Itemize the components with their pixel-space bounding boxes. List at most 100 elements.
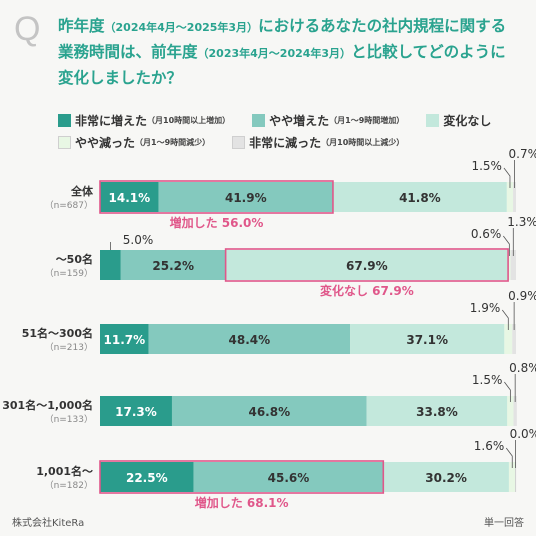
page-title: 昨年度（2024年4月〜2025年3月）におけるあなたの社内規程に関する 業務時… [58, 14, 526, 90]
data-label: 30.2% [425, 471, 467, 485]
data-label: 14.1% [109, 191, 151, 205]
legend-item: やや減った （月1〜9時間減少） [58, 134, 210, 151]
legend-item: 非常に増えた （月10時間以上増加） [58, 112, 230, 129]
bar-segment [225, 250, 509, 280]
data-label: 0.7% [509, 147, 536, 161]
question-mark-icon: Q [14, 10, 41, 48]
highlight-box [224, 248, 509, 282]
data-label: 1.5% [472, 373, 503, 387]
data-label: 0.8% [509, 361, 536, 375]
legend-item: 非常に減った （月10時間以上減少） [232, 134, 404, 151]
legend-label: やや減った [75, 135, 136, 150]
bar-segment [193, 462, 384, 492]
data-label: 46.8% [248, 405, 290, 419]
category-label: 301名〜1,000名 [2, 398, 93, 412]
legend-swatch [252, 113, 266, 127]
bar-segment [100, 250, 121, 280]
legend-swatch [58, 113, 71, 127]
bar-segment [100, 396, 172, 426]
legend-sub: （月1〜9時間減少） [135, 137, 211, 147]
highlight-label: 増加した 56.0% [170, 215, 264, 230]
bar-segment [158, 182, 333, 212]
data-label: 0.0% [510, 427, 536, 441]
bar-segment [148, 324, 351, 354]
bar-segment [120, 250, 226, 280]
data-label: 33.8% [416, 405, 458, 419]
bar-segment [171, 396, 367, 426]
legend-label: 非常に減った [249, 135, 322, 150]
source-credit: 株式会社KiteRa [12, 518, 85, 529]
data-label: 1.6% [474, 439, 505, 453]
callout-line [505, 447, 513, 468]
data-label: 11.7% [104, 333, 146, 347]
data-label: 45.6% [268, 471, 310, 485]
legend-row: 非常に増えた （月10時間以上増加） やや増えた （月1〜9時間増加） 変化なし [58, 112, 526, 128]
title-part: におけるあなたの社内規程に関する [258, 17, 507, 35]
category-n-label: （n=213） [45, 342, 93, 353]
bar-segment [507, 396, 514, 426]
answer-type-note: 単一回答 [484, 518, 524, 529]
callout-line [501, 309, 509, 330]
callout-line [503, 235, 510, 256]
callout-line [504, 381, 511, 402]
data-label: 48.4% [229, 333, 271, 347]
data-label: 67.9% [346, 259, 388, 273]
data-label: 25.2% [152, 259, 194, 273]
legend-label: 変化なし [443, 113, 492, 128]
data-label: 1.3% [507, 215, 536, 229]
data-label: 1.5% [471, 159, 502, 173]
data-label: 41.9% [225, 191, 267, 205]
legend: 非常に増えた （月10時間以上増加） やや増えた （月1〜9時間増加） 変化なし や… [58, 112, 526, 156]
bar-segment [512, 324, 516, 354]
data-label: 41.8% [399, 191, 441, 205]
bar-segment [508, 462, 516, 492]
bar-segment [506, 182, 514, 212]
bar-segment [100, 324, 149, 354]
bar-segment [100, 182, 159, 212]
data-label: 0.9% [508, 289, 536, 303]
category-label: 〜50名 [56, 252, 93, 266]
title-period: （2024年4月〜2025年3月） [104, 21, 259, 34]
category-label: 1,001名〜 [36, 464, 93, 478]
legend-row: やや減った （月1〜9時間減少） 非常に減った （月10時間以上減少） [58, 134, 526, 150]
title-period: （2023年4月〜2024年3月） [197, 47, 352, 60]
bar-segment [350, 324, 505, 354]
data-label: 22.5% [126, 471, 168, 485]
category-n-label: （n=133） [45, 414, 93, 425]
highlight-label: 変化なし 67.9% [320, 283, 414, 298]
bar-segment [513, 396, 517, 426]
legend-label: やや増えた [269, 113, 330, 128]
bar-segment [383, 462, 509, 492]
data-label: 0.6% [471, 227, 502, 241]
data-label: 1.9% [470, 301, 501, 315]
category-n-label: （n=687） [45, 200, 93, 211]
bar-segment [510, 250, 516, 280]
bar-segment [332, 182, 507, 212]
data-label: 5.0% [123, 233, 154, 247]
title-part: 変化しましたか？ [58, 69, 183, 87]
highlight-label: 増加した 68.1% [195, 495, 289, 510]
bar-segment [100, 462, 194, 492]
legend-swatch [58, 135, 71, 149]
title-part: 昨年度 [58, 17, 105, 35]
category-label: 全体 [70, 184, 94, 198]
title-part: 業務時間は、前年度 [58, 43, 198, 61]
legend-item: 変化なし [426, 112, 491, 129]
legend-label: 非常に増えた [75, 113, 148, 128]
bar-segment [366, 396, 508, 426]
legend-item: やや増えた （月1〜9時間増加） [252, 112, 404, 129]
bar-segment [508, 250, 511, 280]
legend-swatch [426, 113, 440, 127]
legend-sub: （月10時間以上増加） [147, 115, 231, 125]
legend-sub: （月1〜9時間増加） [329, 115, 405, 125]
data-label: 17.3% [115, 405, 157, 419]
title-part: と比較してどのように [351, 43, 506, 61]
highlight-box [99, 460, 385, 494]
callout-line [503, 167, 511, 188]
highlight-box [99, 180, 334, 214]
legend-sub: （月10時間以上減少） [321, 137, 405, 147]
legend-swatch [232, 135, 246, 149]
category-n-label: （n=182） [45, 480, 93, 491]
category-label: 51名〜300名 [22, 326, 93, 340]
data-label: 37.1% [406, 333, 448, 347]
